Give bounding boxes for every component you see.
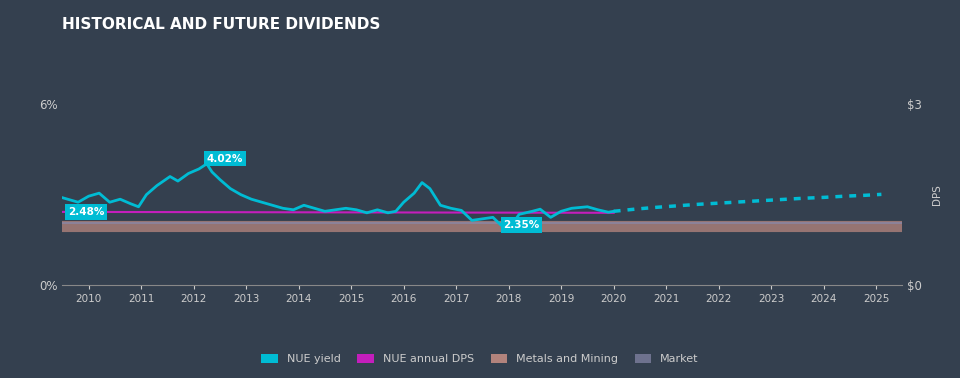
Text: HISTORICAL AND FUTURE DIVIDENDS: HISTORICAL AND FUTURE DIVIDENDS — [62, 17, 381, 32]
Text: 4.02%: 4.02% — [206, 154, 243, 164]
Legend: NUE yield, NUE annual DPS, Metals and Mining, Market: NUE yield, NUE annual DPS, Metals and Mi… — [256, 350, 704, 369]
Text: DPS: DPS — [932, 184, 942, 205]
Text: 2.48%: 2.48% — [67, 207, 104, 217]
Text: 2.35%: 2.35% — [503, 220, 540, 230]
